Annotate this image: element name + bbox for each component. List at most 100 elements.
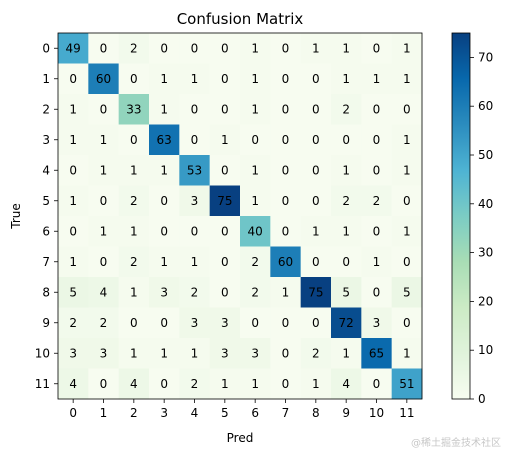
heatmap-cell-value: 0 [100, 41, 108, 55]
heatmap-cell [179, 63, 210, 95]
heatmap-cell-value: 4 [130, 377, 138, 391]
y-tick-label: 0 [42, 41, 50, 55]
heatmap-cell-value: 0 [251, 316, 259, 330]
heatmap-cell [331, 368, 362, 400]
heatmap-cell-value: 1 [130, 224, 138, 238]
heatmap-cell-value: 0 [160, 316, 168, 330]
heatmap-cell [58, 94, 89, 125]
heatmap-cell [391, 216, 423, 247]
heatmap-cell-value: 1 [100, 133, 108, 147]
heatmap-cell [270, 338, 301, 369]
heatmap-cell-value: 0 [191, 224, 199, 238]
heatmap-cell [270, 368, 301, 400]
heatmap-cell-value: 1 [191, 72, 199, 86]
heatmap-cell [361, 33, 392, 64]
heatmap-cell-value: 0 [251, 133, 259, 147]
heatmap-cell-labels: 49 0 2 0 0 0 1 0 1 1 0 10 60 0 1 1 0 1 0 0 1 1 11 0 33 1 0 0 1 0 0 2 0 01… [66, 41, 415, 391]
heatmap-cell-value: 0 [312, 102, 320, 116]
colorbar [451, 32, 471, 400]
heatmap-cell-value: 0 [373, 102, 381, 116]
x-tick-label: 4 [191, 406, 199, 420]
heatmap-cell-value: 0 [373, 163, 381, 177]
heatmap-cell [58, 338, 89, 369]
heatmap-cell [58, 63, 89, 95]
colorbar-tick-label: 40 [478, 197, 493, 211]
heatmap-cell [179, 216, 210, 247]
heatmap-cell [118, 338, 150, 369]
heatmap-cell [88, 307, 119, 339]
heatmap-cell [391, 368, 423, 400]
colorbar-tick-label: 30 [478, 246, 493, 260]
heatmap-cell [209, 94, 241, 125]
x-axis-label: Pred [227, 431, 254, 445]
heatmap-cell-value: 0 [160, 224, 168, 238]
heatmap-cell-value: 1 [69, 102, 77, 116]
heatmap-cell-value: 1 [130, 163, 138, 177]
heatmap-cell [209, 216, 241, 247]
heatmap-cell-value: 0 [282, 316, 290, 330]
x-tick-label: 5 [221, 406, 229, 420]
watermark: @稀土掘金技术社区 [411, 438, 501, 449]
colorbar-tick-label: 70 [478, 50, 493, 64]
heatmap-cell-value: 1 [403, 224, 411, 238]
heatmap-cell-value: 0 [221, 102, 229, 116]
heatmap-cell [88, 33, 119, 64]
heatmap-cell [118, 246, 150, 278]
heatmap-cell [300, 246, 332, 278]
heatmap-cell-value: 1 [160, 163, 168, 177]
heatmap-cell-value: 0 [282, 194, 290, 208]
heatmap-cell-value: 0 [282, 346, 290, 360]
heatmap-cell [88, 185, 119, 217]
heatmap-cell [270, 307, 301, 339]
y-tick-label: 5 [42, 194, 50, 208]
heatmap-cell [270, 63, 301, 95]
heatmap-cell-value: 1 [251, 72, 259, 86]
heatmap-cell-value: 3 [191, 194, 199, 208]
heatmap-cell [240, 124, 271, 156]
heatmap-cell [149, 368, 180, 400]
x-tick-label: 0 [69, 406, 77, 420]
heatmap-cell-value: 75 [217, 194, 232, 208]
heatmap-cell [149, 277, 180, 308]
heatmap-cell [240, 216, 271, 247]
heatmap-cell [209, 277, 241, 308]
heatmap-cell-value: 1 [221, 377, 229, 391]
heatmap-cell [361, 155, 392, 186]
heatmap-cell-value: 0 [69, 163, 77, 177]
heatmap-cell [391, 185, 423, 217]
heatmap-cell [270, 155, 301, 186]
heatmap-cell [179, 124, 210, 156]
heatmap-cell [88, 216, 119, 247]
colorbar-tick-label: 60 [478, 99, 493, 113]
heatmap-cell-value: 1 [342, 163, 350, 177]
heatmap-cell [331, 155, 362, 186]
heatmap-cell [179, 277, 210, 308]
heatmap-cell [179, 94, 210, 125]
heatmap-cell [331, 94, 362, 125]
heatmap-cell-value: 0 [191, 102, 199, 116]
heatmap-cell [270, 185, 301, 217]
heatmap-cell-value: 0 [130, 72, 138, 86]
heatmap-cell [209, 338, 241, 369]
heatmap-cell [149, 216, 180, 247]
heatmap-cell [300, 124, 332, 156]
heatmap-cell [209, 155, 241, 186]
heatmap-cell [209, 63, 241, 95]
heatmap-cell [331, 307, 362, 339]
heatmap-cell-value: 0 [100, 194, 108, 208]
colorbar-tick-label: 20 [478, 294, 493, 308]
heatmap-cell [361, 368, 392, 400]
heatmap-cell [270, 94, 301, 125]
heatmap-cell-value: 1 [342, 224, 350, 238]
heatmap-cell [391, 94, 423, 125]
heatmap-cell [209, 185, 241, 217]
heatmap-cell-value: 75 [308, 285, 323, 299]
heatmap-cell [361, 307, 392, 339]
heatmap-cell-value: 2 [342, 102, 350, 116]
heatmap-cell-value: 1 [403, 72, 411, 86]
heatmap-cell-value: 1 [251, 102, 259, 116]
heatmap-cell [58, 307, 89, 339]
heatmap-cell-value: 0 [130, 133, 138, 147]
heatmap-cell-value: 4 [342, 377, 350, 391]
heatmap-cell [209, 124, 241, 156]
